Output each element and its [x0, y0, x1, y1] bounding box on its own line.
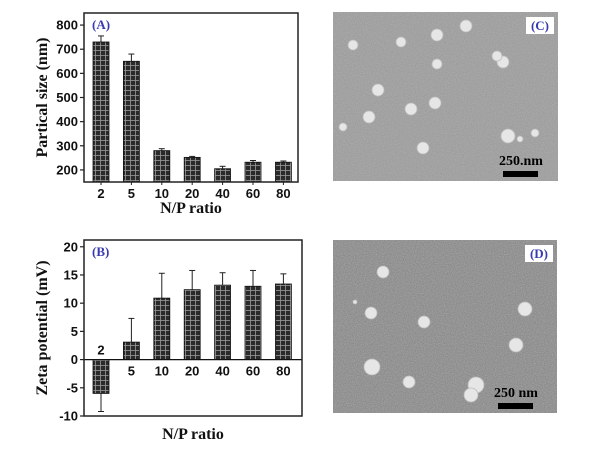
bar — [214, 284, 232, 360]
panel-label: (B) — [92, 244, 109, 259]
y-tick-label: 400 — [56, 114, 78, 129]
micrograph-texture — [333, 240, 557, 413]
nanoparticle — [362, 110, 376, 124]
x-tick-label: 20 — [185, 364, 199, 379]
x-tick-label: 80 — [276, 364, 290, 379]
x-tick-label: 2 — [97, 186, 104, 201]
nanoparticle — [347, 39, 359, 51]
panel-label-box — [526, 17, 554, 34]
nanoparticle — [517, 301, 533, 317]
nanoparticle — [428, 96, 442, 110]
x-tick-label: 40 — [215, 364, 229, 379]
bar — [214, 168, 232, 183]
nanoparticle — [508, 337, 524, 353]
nanoparticle — [459, 19, 473, 33]
scale-bar-label: 250 nm — [494, 386, 538, 401]
nanoparticle — [430, 28, 444, 42]
nanoparticle — [491, 50, 503, 62]
y-axis-title: Zeta potential (mV) — [34, 260, 51, 395]
y-tick-label: 200 — [56, 162, 78, 177]
x-tick-label: 10 — [155, 186, 169, 201]
bar — [183, 156, 201, 183]
panel-label-box — [525, 245, 553, 262]
bar — [153, 150, 171, 183]
bar — [123, 341, 140, 360]
y-tick-label: 5 — [71, 324, 78, 339]
bar — [153, 297, 171, 360]
x-tick-label: 60 — [246, 364, 260, 379]
micrograph-texture — [333, 12, 558, 181]
bar — [274, 283, 292, 360]
y-tick-label: 15 — [64, 267, 78, 282]
x-tick-label: 80 — [276, 186, 290, 201]
particle-size-chart: 2 5 10 20 40 60 80 200 300 400 500 600 700 800 (A) N/P … — [34, 12, 299, 217]
y-tick-label: 10 — [64, 296, 78, 311]
bar — [183, 289, 201, 360]
x-tick-label: 20 — [185, 186, 199, 201]
y-tick-label: 600 — [56, 66, 78, 81]
nanoparticle — [404, 102, 418, 116]
nanoparticle — [416, 141, 430, 155]
nanoparticle — [376, 265, 390, 279]
x-tick-label: 10 — [155, 364, 169, 379]
x-axis-title: N/P ratio — [162, 426, 224, 443]
nanoparticle — [431, 58, 443, 70]
y-tick-label: 700 — [56, 42, 78, 57]
bar — [123, 60, 140, 183]
bar — [244, 285, 262, 360]
y-tick-label: 300 — [56, 138, 78, 153]
x-tick-label: 5 — [128, 186, 135, 201]
nanoparticle — [463, 387, 479, 403]
tem-image-d: (D) 250 nm — [333, 240, 557, 413]
nanoparticle — [530, 128, 540, 138]
panel-label: (A) — [92, 17, 110, 32]
y-tick-label: 500 — [56, 90, 78, 105]
scale-bar — [503, 171, 538, 177]
y-tick-label: -10 — [59, 409, 78, 424]
x-tick-label: 5 — [128, 364, 135, 379]
y-tick-label: 0 — [71, 352, 78, 367]
nanoparticle — [402, 375, 416, 389]
nanoparticle — [417, 315, 431, 329]
nanoparticle — [363, 358, 381, 376]
bar — [274, 161, 292, 183]
plot-frame — [83, 239, 303, 417]
y-tick-label: 20 — [64, 239, 78, 254]
nanoparticle — [364, 306, 378, 320]
x-tick-label: 60 — [246, 186, 260, 201]
tem-image-c: (C) 250.nm — [333, 12, 558, 181]
nanoparticle — [516, 135, 524, 143]
x-tick-label: 2 — [97, 343, 104, 358]
panel-label: (D) — [530, 246, 548, 261]
nanoparticle — [395, 36, 407, 48]
nanoparticle — [338, 122, 348, 132]
bar — [92, 359, 110, 394]
y-tick-label: 800 — [56, 18, 78, 33]
scale-bar — [498, 403, 533, 409]
nanoparticle — [352, 299, 358, 305]
scale-bar-label: 250.nm — [499, 154, 543, 169]
x-tick-label: 40 — [215, 186, 229, 201]
x-axis-title: N/P ratio — [160, 200, 222, 217]
nanoparticle — [500, 128, 516, 144]
panel-label: (C) — [531, 18, 549, 33]
zeta-potential-chart: 2 5 10 20 40 60 80 -10 -5 0 5 10 15 20 (B) N/P ratio Zet… — [34, 239, 303, 443]
y-tick-label: -5 — [66, 380, 78, 395]
nanoparticle — [371, 83, 385, 97]
bar — [244, 161, 262, 183]
y-axis-title: Partical size (nm) — [34, 38, 51, 158]
bar — [92, 41, 110, 183]
